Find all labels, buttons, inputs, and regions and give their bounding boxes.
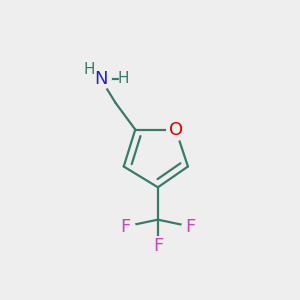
Text: H: H bbox=[118, 71, 129, 86]
Text: N: N bbox=[94, 70, 107, 88]
Text: F: F bbox=[186, 218, 196, 236]
Text: F: F bbox=[153, 237, 163, 255]
Text: O: O bbox=[169, 121, 183, 139]
Text: F: F bbox=[120, 218, 130, 236]
Text: H: H bbox=[83, 62, 95, 77]
